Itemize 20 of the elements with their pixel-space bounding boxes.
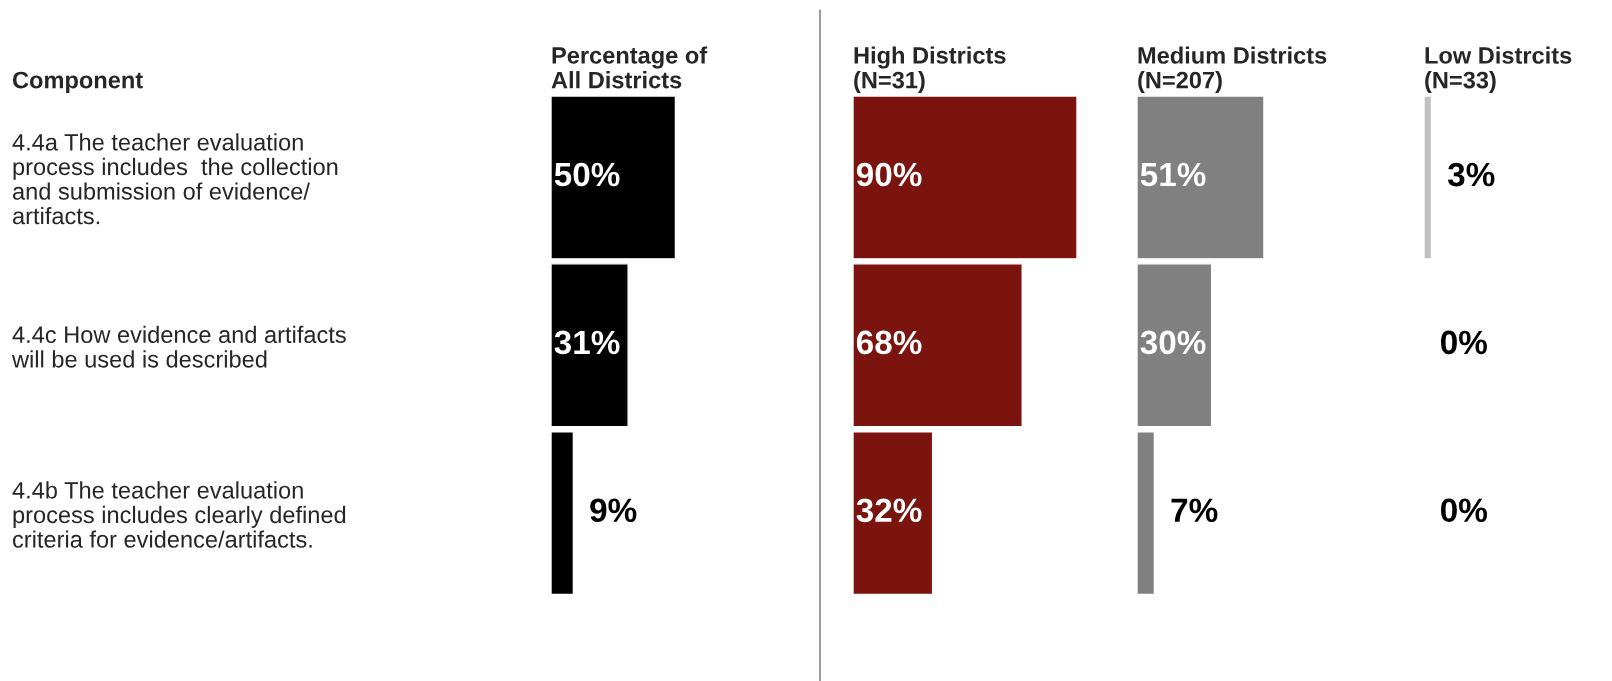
data-label: 9% [590,498,637,523]
text: Low Distrcits (N=33) [1425,46,1572,94]
data-label: 0% [1441,498,1487,523]
y-tick-label: 4.4b The teacher evaluation process includes clearly defined criteria for evidence/artifacts. [12,481,346,548]
data-label: 50% [554,162,620,187]
data-label: 68% [856,330,922,355]
data-label: 0% [1441,330,1487,355]
y-tick-label: 4.4c How evidence and artifacts will be used is described [11,325,346,368]
chart-title: Percentage of All Districts [551,46,708,89]
y-axis-title: Component [12,71,143,94]
data-label: 90% [856,162,922,187]
data-label: 3% [1447,162,1495,187]
data-label: 51% [1140,162,1206,187]
data-label: 32% [856,498,922,523]
y-tick-label: 4.4a The teacher evaluation process includes the collection and submission of evidence/ artifacts. [12,133,338,225]
data-label: 31% [554,330,620,355]
chart-title: High Districts (N=31) [854,46,1006,94]
chart-title: Medium Districts (N=207) [1138,46,1327,94]
data-label: 7% [1171,498,1218,523]
data-label: 30% [1140,330,1206,355]
